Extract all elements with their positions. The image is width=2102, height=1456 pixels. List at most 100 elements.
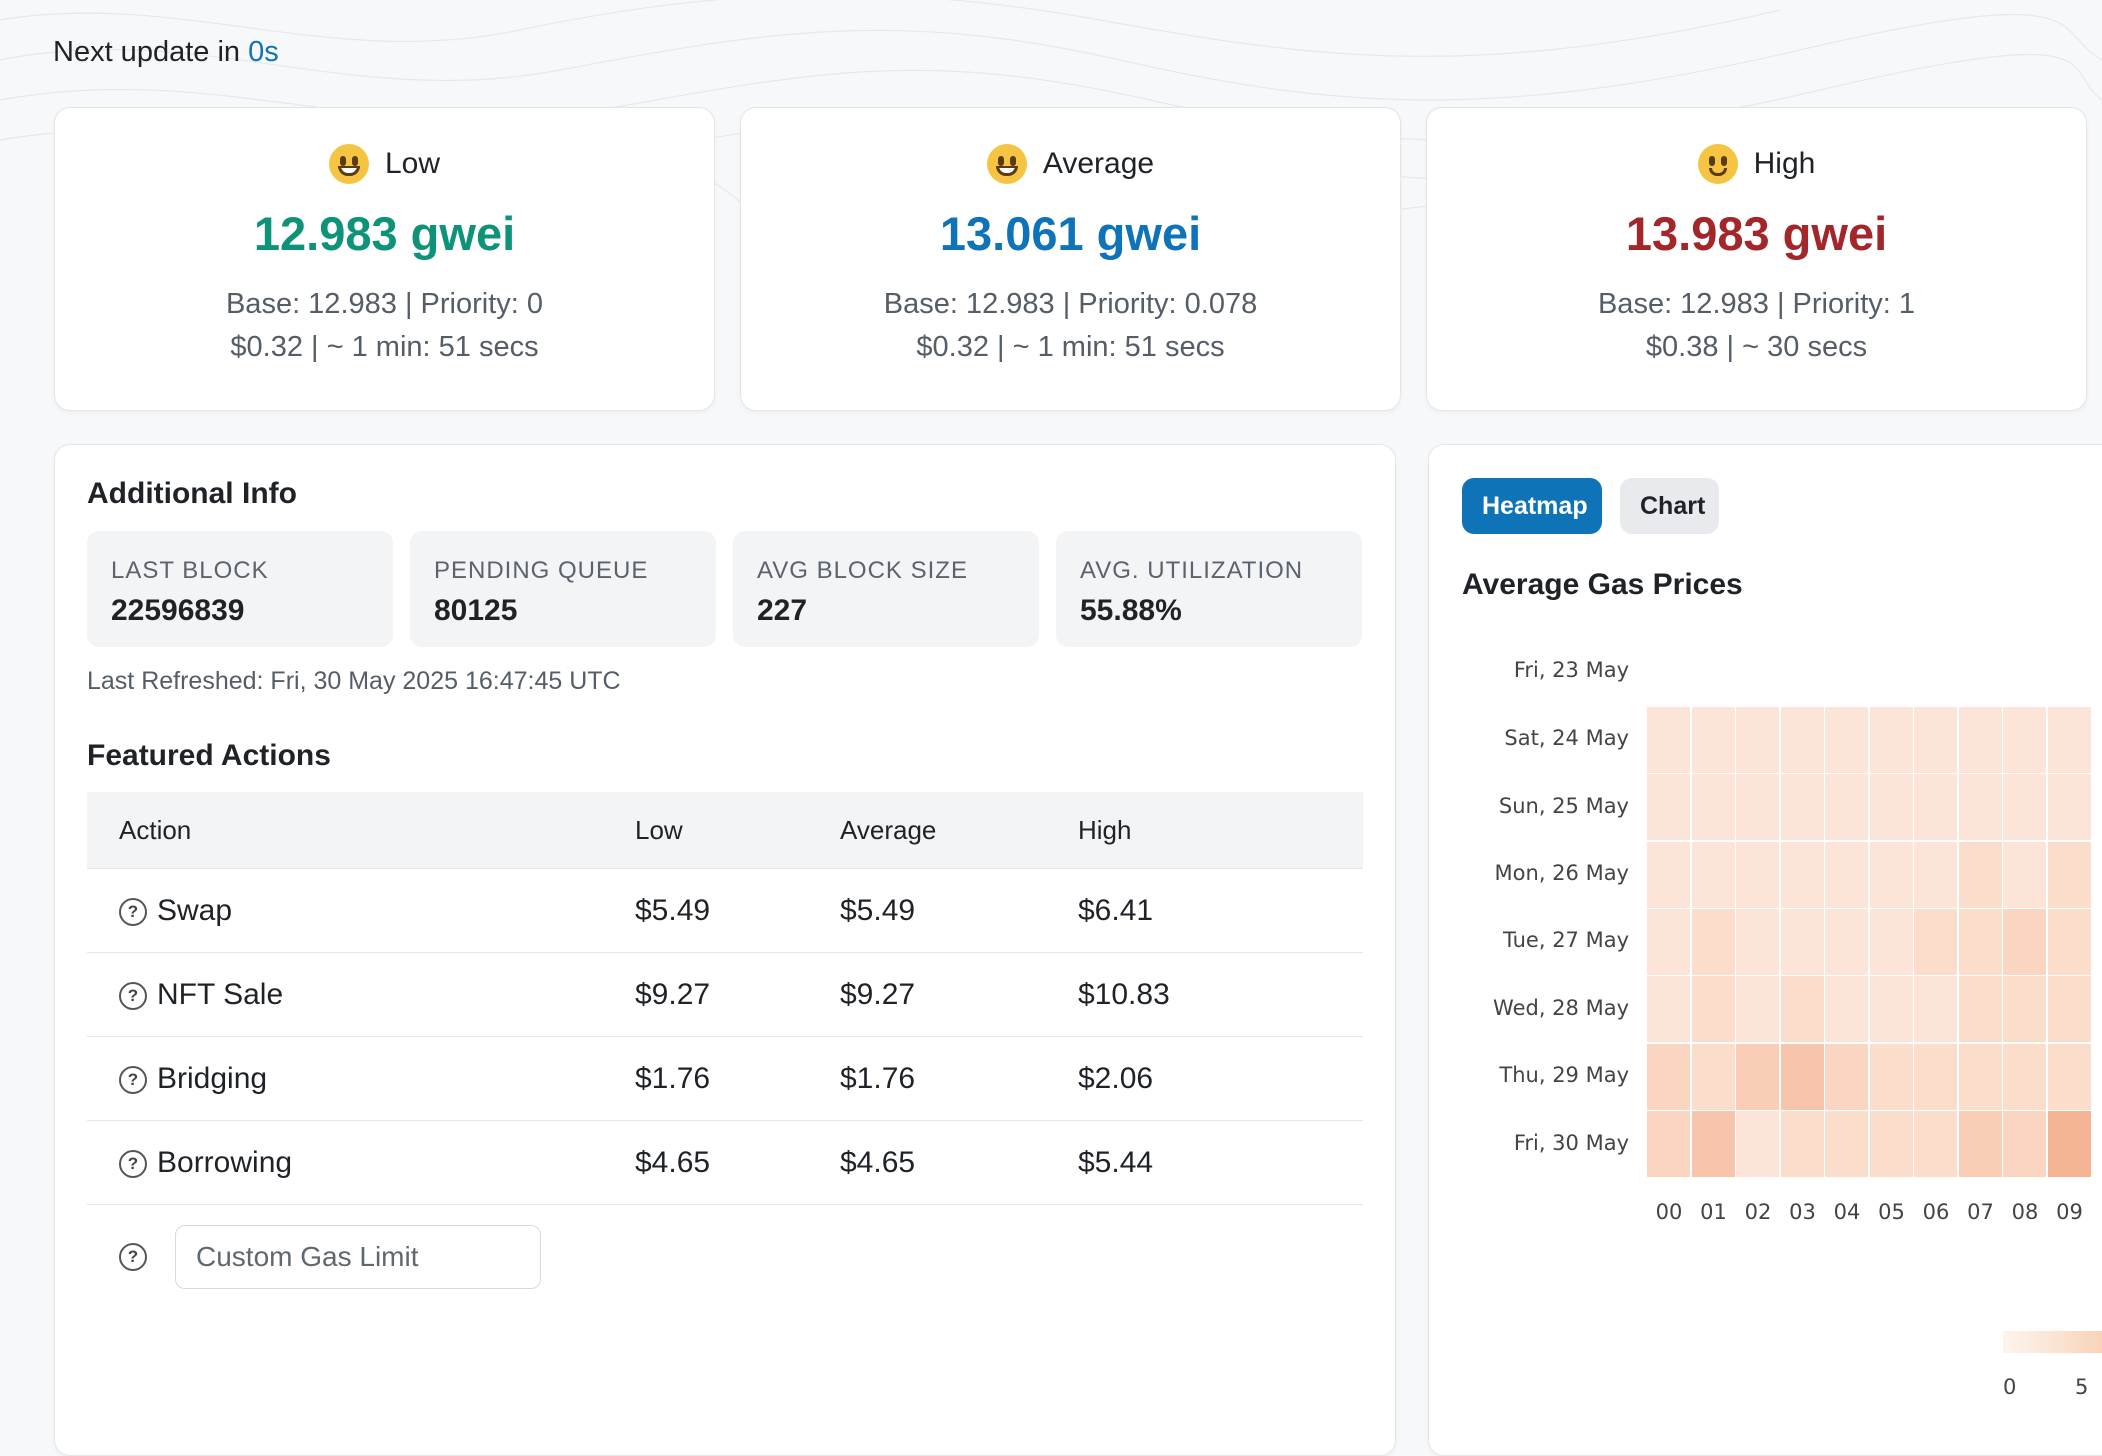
heatmap-cell[interactable] <box>1691 1110 1735 1177</box>
stat-value: 22596839 <box>111 594 245 627</box>
heatmap-cell[interactable] <box>1736 707 1779 773</box>
heatmap-cell[interactable] <box>1958 976 2002 1043</box>
question-circle-icon[interactable]: ? <box>119 981 147 1010</box>
fee-value: 13.061 gwei <box>939 207 1202 260</box>
fee-card-high: High 13.983 gwei Base: 12.983 | Priority… <box>1426 107 2087 411</box>
column-header: High <box>1078 792 1363 869</box>
heatmap-cell[interactable] <box>1958 707 2002 773</box>
heatmap-cell[interactable] <box>1736 841 1779 908</box>
heatmap-cell[interactable] <box>1691 774 1735 841</box>
tab-heatmap[interactable]: Heatmap <box>1462 478 1602 534</box>
heatmap-cell[interactable] <box>1780 774 1824 841</box>
fee-label: High <box>1753 147 1816 180</box>
heatmap-hour-label: 01 <box>1700 1200 1727 1224</box>
fee-base-priority: Base: 12.983 | Priority: 0 <box>225 288 544 320</box>
custom-gas-limit-input[interactable] <box>175 1225 541 1289</box>
heatmap-cell[interactable] <box>2047 774 2091 841</box>
cost-average: $4.65 <box>840 1120 1078 1205</box>
heatmap-cell[interactable] <box>1736 1110 1779 1177</box>
heatmap-cell[interactable] <box>1647 1110 1690 1177</box>
heatmap-cell[interactable] <box>1647 707 1690 773</box>
heatmap-cell[interactable] <box>1958 1110 2002 1177</box>
heatmap-cell[interactable] <box>1869 707 1913 773</box>
heatmap-cell[interactable] <box>2047 841 2091 908</box>
heatmap-hour-label: 03 <box>1789 1200 1816 1224</box>
heatmap-legend-bar <box>2003 1331 2102 1353</box>
heatmap-cell[interactable] <box>1914 774 1957 841</box>
heatmap-cell[interactable] <box>1647 1043 1690 1110</box>
heatmap-cell[interactable] <box>1914 908 1957 975</box>
heatmap-cell[interactable] <box>1914 976 1957 1043</box>
heatmap-cell[interactable] <box>2003 707 2046 773</box>
heatmap-cell[interactable] <box>2003 774 2046 841</box>
heatmap-cell[interactable] <box>1869 976 1913 1043</box>
column-header: Action <box>87 792 635 869</box>
heatmap-cell[interactable] <box>1825 1043 1868 1110</box>
heatmap-cell[interactable] <box>2003 1110 2046 1177</box>
heatmap-cell[interactable] <box>1914 707 1957 773</box>
question-circle-icon[interactable]: ? <box>119 897 147 926</box>
heatmap-cell[interactable] <box>1914 1110 1957 1177</box>
question-circle-icon[interactable]: ? <box>119 1065 147 1094</box>
cost-high: $10.83 <box>1078 952 1363 1037</box>
heatmap-cell[interactable] <box>2003 976 2046 1043</box>
heatmap-cell[interactable] <box>1914 841 1957 908</box>
chart-title: Average Gas Prices <box>1462 568 1743 601</box>
heatmap-cell[interactable] <box>1958 774 2002 841</box>
heatmap-cell[interactable] <box>1825 774 1868 841</box>
heatmap-cell[interactable] <box>2047 707 2091 773</box>
cost-high: $2.06 <box>1078 1036 1363 1121</box>
fee-base-priority: Base: 12.983 | Priority: 0.078 <box>883 288 1258 320</box>
heatmap-cell[interactable] <box>1691 707 1735 773</box>
column-header: Low <box>635 792 840 869</box>
heatmap-cell[interactable] <box>1691 976 1735 1043</box>
heatmap-cell[interactable] <box>1736 1043 1779 1110</box>
heatmap-cell[interactable] <box>1780 1043 1824 1110</box>
heatmap-cell[interactable] <box>2047 976 2091 1043</box>
heatmap-cell[interactable] <box>1780 908 1824 975</box>
heatmap-cell[interactable] <box>2047 908 2091 975</box>
heatmap-cell[interactable] <box>2003 908 2046 975</box>
question-circle-icon[interactable]: ? <box>119 1243 147 1271</box>
stat-avg-utilization: AVG. UTILIZATION 55.88% <box>1056 531 1362 647</box>
heatmap-cell[interactable] <box>1958 908 2002 975</box>
heatmap-cell[interactable] <box>1914 1043 1957 1110</box>
heatmap-day-label: Fri, 23 May <box>1513 658 1629 682</box>
heatmap-cell[interactable] <box>1780 976 1824 1043</box>
heatmap-cell[interactable] <box>1691 908 1735 975</box>
heatmap-cell[interactable] <box>2047 1110 2091 1177</box>
heatmap-cell[interactable] <box>1825 976 1868 1043</box>
heatmap-hour-label: 08 <box>2011 1200 2039 1224</box>
heatmap-cell[interactable] <box>2047 1043 2091 1110</box>
heatmap-cell[interactable] <box>1736 774 1779 841</box>
heatmap-cell[interactable] <box>1647 976 1690 1043</box>
heatmap-cell[interactable] <box>1958 1043 2002 1110</box>
heatmap-cell[interactable] <box>1825 707 1868 773</box>
heatmap-cell[interactable] <box>1780 707 1824 773</box>
heatmap-cell[interactable] <box>1869 841 1913 908</box>
heatmap-cell[interactable] <box>1691 1043 1735 1110</box>
heatmap-cell[interactable] <box>1780 841 1824 908</box>
heatmap-cell[interactable] <box>1869 774 1913 841</box>
tab-chart[interactable]: Chart <box>1620 478 1719 534</box>
question-circle-icon[interactable]: ? <box>119 1149 147 1178</box>
heatmap-cell[interactable] <box>1825 841 1868 908</box>
heatmap-cell[interactable] <box>2003 1043 2046 1110</box>
stat-label: LAST BLOCK <box>111 557 269 584</box>
heatmap-cell[interactable] <box>1869 1110 1913 1177</box>
heatmap-cell[interactable] <box>1869 1043 1913 1110</box>
heatmap-cell[interactable] <box>1825 1110 1868 1177</box>
heatmap-cell[interactable] <box>1647 908 1690 975</box>
heatmap-cell[interactable] <box>1869 908 1913 975</box>
heatmap-day-label: Wed, 28 May <box>1493 996 1629 1020</box>
heatmap-cell[interactable] <box>1780 1110 1824 1177</box>
heatmap-cell[interactable] <box>1825 908 1868 975</box>
heatmap-cell[interactable] <box>1736 908 1779 975</box>
heatmap-cell[interactable] <box>1647 841 1690 908</box>
heatmap-cell[interactable] <box>1691 841 1735 908</box>
heatmap-cell[interactable] <box>1958 841 2002 908</box>
heatmap-cell[interactable] <box>1736 976 1779 1043</box>
heatmap-cell[interactable] <box>2003 841 2046 908</box>
table-row: ? Bridging $1.76 $1.76 $2.06 <box>87 1036 1363 1121</box>
heatmap-cell[interactable] <box>1647 774 1690 841</box>
